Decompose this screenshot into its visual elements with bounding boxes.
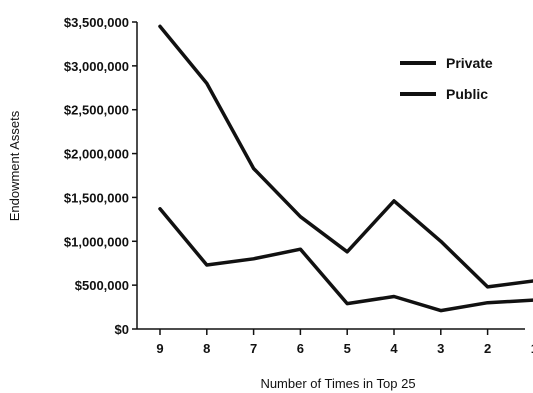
x-tick-label: 9 <box>156 341 163 356</box>
series-layer <box>158 24 533 313</box>
y-tick-label: $3,500,000 <box>64 15 129 30</box>
y-tick-label: $2,000,000 <box>64 147 129 162</box>
x-axis: 9 8 7 6 5 4 3 2 1 <box>137 328 533 356</box>
x-tick-label: 4 <box>390 341 398 356</box>
y-tick-label: $1,500,000 <box>64 190 129 205</box>
legend: Private Public <box>400 55 493 102</box>
y-tick-label: $500,000 <box>75 278 129 293</box>
y-axis: $0 $500,000 $1,000,000 $1,500,000 $2,000,000… <box>64 15 138 337</box>
y-tick-label: $2,500,000 <box>64 103 129 118</box>
y-tick-label: $3,000,000 <box>64 59 129 74</box>
x-tick-label: 8 <box>203 341 210 356</box>
x-tick-label: 1 <box>531 341 533 356</box>
y-tick-label: $0 <box>115 322 129 337</box>
y-tick-label: $1,000,000 <box>64 234 129 249</box>
series-line-private <box>158 24 533 289</box>
y-axis-label: Endowment Assets <box>7 110 22 221</box>
x-tick-label: 3 <box>437 341 444 356</box>
x-tick-label: 5 <box>344 341 351 356</box>
x-axis-label: Number of Times in Top 25 <box>260 376 415 391</box>
legend-label-public: Public <box>446 86 488 102</box>
series-line-public <box>158 207 533 313</box>
x-tick-label: 6 <box>297 341 304 356</box>
x-tick-label: 2 <box>484 341 491 356</box>
legend-label-private: Private <box>446 55 493 71</box>
x-tick-label: 7 <box>250 341 257 356</box>
